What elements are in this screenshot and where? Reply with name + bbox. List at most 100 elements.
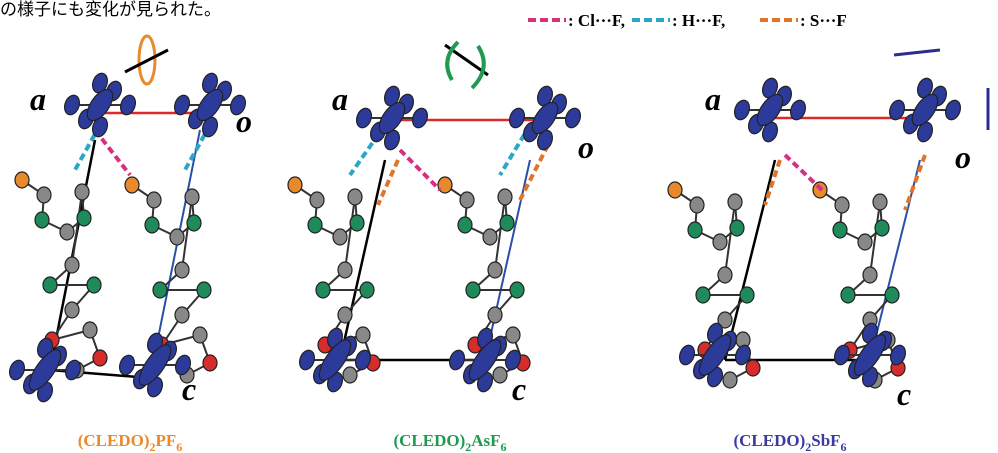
atom — [288, 177, 302, 193]
atom — [510, 282, 524, 298]
atom — [350, 215, 364, 231]
atom — [15, 172, 29, 188]
atom — [493, 367, 507, 383]
atom — [145, 217, 159, 233]
atom — [170, 229, 184, 245]
structures — [7, 71, 963, 404]
atom — [197, 282, 211, 298]
axis-label: c — [182, 371, 196, 407]
axis-label: c — [512, 371, 526, 407]
axis-label: o — [955, 139, 971, 175]
axis-label: a — [30, 81, 46, 117]
atom — [730, 220, 744, 236]
legend: : Cl···F, : H···F, : S···F — [528, 11, 847, 30]
atom — [885, 287, 899, 303]
atom — [740, 287, 754, 303]
bond — [520, 145, 548, 200]
atom — [863, 267, 877, 283]
atom — [858, 234, 872, 250]
atom — [746, 360, 760, 376]
atom — [360, 282, 374, 298]
atom — [723, 372, 737, 388]
legend-label: : H···F, — [672, 11, 725, 30]
atom — [732, 98, 752, 122]
atom — [688, 222, 702, 238]
atom — [506, 327, 520, 343]
atom — [356, 327, 370, 343]
atom — [498, 189, 512, 205]
atom — [175, 262, 189, 278]
atom — [943, 98, 963, 122]
atom — [488, 262, 502, 278]
axis-label: o — [236, 103, 252, 139]
atom — [93, 350, 107, 366]
atom — [175, 307, 189, 323]
atom — [668, 182, 682, 198]
atom — [728, 194, 742, 210]
atom — [203, 355, 217, 371]
atom — [35, 212, 49, 228]
atom — [466, 282, 480, 298]
atom — [7, 358, 27, 382]
atom — [75, 184, 89, 200]
atom — [338, 307, 352, 323]
atom — [563, 106, 583, 130]
atom — [63, 358, 83, 382]
atom — [690, 197, 704, 213]
atom — [460, 192, 474, 208]
atom — [153, 282, 167, 298]
atom — [117, 353, 137, 377]
legend-label: : Cl···F, — [568, 11, 625, 30]
atom — [338, 262, 352, 278]
atom — [873, 194, 887, 210]
caption: (CLEDO)2PF6 — [78, 431, 183, 453]
atom — [833, 222, 847, 238]
body-text: の様子にも変化が見られた。 — [0, 0, 221, 20]
atom — [65, 257, 79, 273]
atom — [147, 192, 161, 208]
atom — [125, 177, 139, 193]
atom — [483, 229, 497, 245]
atom — [308, 217, 322, 233]
axis-label: o — [578, 129, 594, 165]
axis-label: a — [332, 81, 348, 117]
caption: (CLEDO)2SbF6 — [733, 431, 846, 453]
axis-label: a — [705, 81, 721, 117]
atom — [297, 348, 317, 372]
legend-label: : S···F — [800, 11, 847, 30]
atom — [713, 234, 727, 250]
atom — [438, 177, 452, 193]
atom — [83, 322, 97, 338]
atom — [77, 210, 91, 226]
atom — [187, 215, 201, 231]
bond — [725, 160, 775, 360]
atom — [65, 302, 79, 318]
atom — [841, 287, 855, 303]
atom — [348, 189, 362, 205]
bond — [400, 150, 440, 190]
atom — [316, 282, 330, 298]
atom — [185, 189, 199, 205]
caption: (CLEDO)2AsF6 — [393, 431, 506, 453]
atom — [835, 197, 849, 213]
atom — [410, 106, 430, 130]
atom — [193, 327, 207, 343]
atom — [62, 93, 82, 117]
atom — [488, 307, 502, 323]
figure: の様子にも変化が見られた。 : Cl···F, : H···F, : S···F… — [0, 0, 998, 453]
atom — [718, 267, 732, 283]
atom — [87, 277, 101, 293]
atom — [458, 217, 472, 233]
atom — [60, 224, 74, 240]
atom — [507, 106, 527, 130]
atom — [875, 220, 889, 236]
atom — [447, 348, 467, 372]
atom — [43, 277, 57, 293]
axis-label: c — [897, 376, 911, 412]
atom — [343, 367, 357, 383]
atom — [310, 192, 324, 208]
atom — [37, 187, 51, 203]
atom — [500, 215, 514, 231]
atom — [677, 343, 697, 367]
atom — [354, 106, 374, 130]
